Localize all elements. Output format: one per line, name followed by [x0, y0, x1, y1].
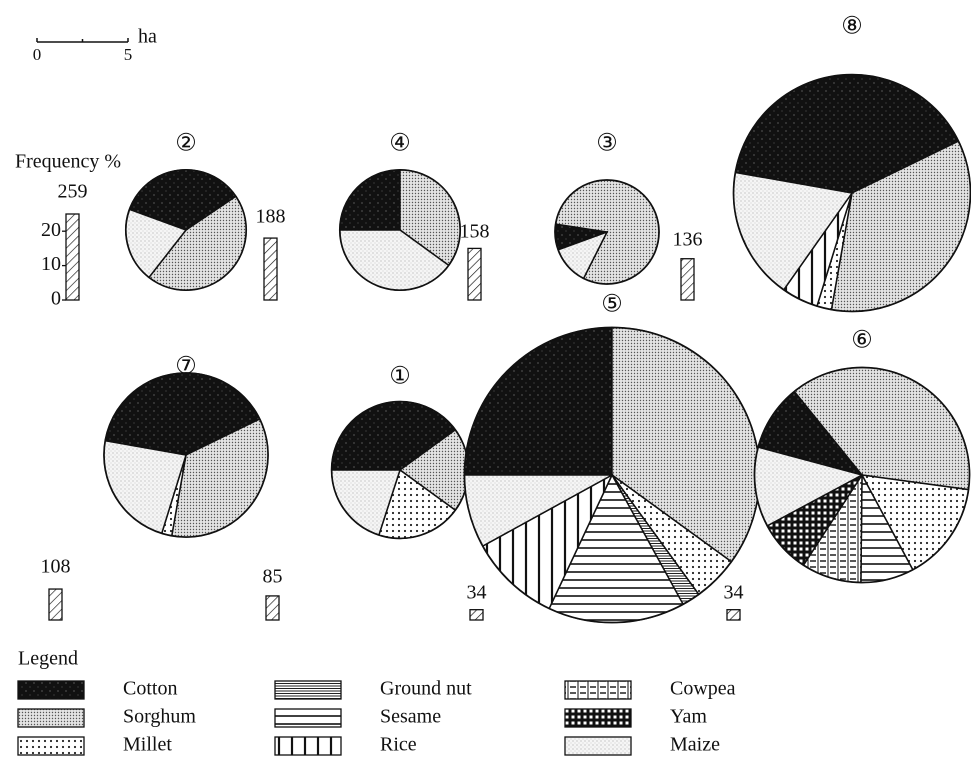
count-label: 158 — [460, 221, 490, 243]
pie-title: ① — [389, 364, 411, 390]
frequency-bar — [65, 213, 80, 301]
pie-title: ⑧ — [841, 14, 863, 40]
legend-swatch — [17, 708, 85, 728]
legend-title: Legend — [18, 648, 78, 670]
pie-title: ② — [175, 131, 197, 157]
pie-slice — [128, 169, 237, 231]
pie-slice — [611, 326, 761, 563]
pie-title: ⑦ — [175, 354, 197, 380]
legend-label: Yam — [670, 706, 707, 728]
pie-title: ⑥ — [851, 328, 873, 354]
legend-swatch — [17, 736, 85, 756]
legend-label: Cotton — [123, 678, 177, 700]
pie-slice — [734, 73, 960, 194]
pie-slice — [170, 418, 269, 538]
count-label: 108 — [41, 556, 71, 578]
legend-label: Rice — [380, 734, 417, 756]
y-tick-label: 0 — [51, 288, 61, 310]
count-label: 34 — [467, 582, 487, 604]
legend-swatch — [274, 736, 342, 756]
frequency-bar — [263, 237, 278, 301]
pie-slice — [463, 326, 613, 476]
pie-slice — [330, 401, 457, 471]
count-label: 85 — [263, 566, 283, 588]
y-axis-label: Frequency % — [15, 151, 121, 173]
legend-swatch — [564, 708, 632, 728]
legend-label: Millet — [123, 734, 172, 756]
legend-swatch — [274, 708, 342, 728]
frequency-bar — [265, 595, 280, 621]
scale-label: 0 — [33, 45, 42, 64]
pie-slice — [377, 468, 457, 539]
pie-title: ③ — [596, 131, 618, 157]
scale-unit: ha — [138, 26, 157, 48]
pie-slice — [830, 140, 971, 313]
pie-slice — [481, 473, 614, 610]
pie-title: ⑤ — [601, 292, 623, 318]
frequency-bar — [48, 588, 63, 621]
pie-slice — [399, 169, 461, 267]
legend-label: Sorghum — [123, 706, 196, 728]
pie-slice — [463, 474, 613, 548]
pie-slice — [330, 469, 402, 536]
pie-slice — [103, 439, 187, 535]
legend-label: Sesame — [380, 706, 441, 728]
legend-label: Cowpea — [670, 678, 736, 700]
pie-slice — [548, 473, 685, 624]
count-label: 136 — [673, 229, 703, 251]
pie-slice — [793, 366, 971, 491]
scale-label: 5 — [124, 45, 133, 64]
count-label: 34 — [724, 582, 744, 604]
pie-slice — [753, 446, 865, 527]
pie-slice — [125, 208, 188, 279]
frequency-bar — [467, 247, 482, 301]
legend-label: Ground nut — [380, 678, 472, 700]
pie-slice — [339, 169, 401, 231]
frequency-bar — [726, 609, 741, 621]
frequency-bar — [469, 609, 484, 621]
legend-swatch — [564, 736, 632, 756]
pie-slice — [104, 372, 261, 456]
pie-slice — [339, 229, 450, 291]
count-label: 259 — [58, 181, 88, 203]
legend-swatch — [17, 680, 85, 700]
pie-slice — [732, 171, 854, 291]
pie-slice — [557, 230, 609, 280]
frequency-bar — [680, 258, 695, 301]
pie-slice — [860, 474, 970, 571]
y-tick-label: 10 — [41, 253, 61, 275]
pie-title: ④ — [389, 131, 411, 157]
legend-label: Maize — [670, 734, 720, 756]
legend-swatch — [274, 680, 342, 700]
pie-slice — [147, 195, 247, 291]
legend-swatch — [564, 680, 632, 700]
count-label: 188 — [256, 206, 286, 228]
y-tick-label: 20 — [41, 219, 61, 241]
